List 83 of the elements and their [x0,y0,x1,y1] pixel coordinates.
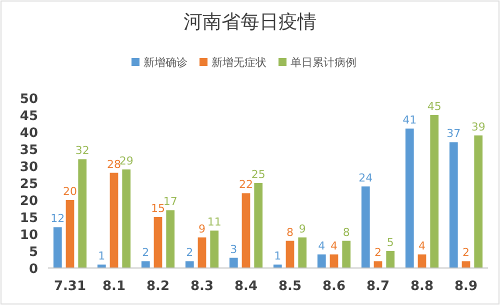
x-tick-label: 8.9 [454,279,478,294]
data-label: 11 [207,216,222,229]
y-tick-label: 10 [20,228,38,243]
bar [154,217,162,268]
y-tick-label: 40 [20,126,38,141]
bar [449,142,458,268]
x-tick-label: 8.2 [146,279,170,294]
x-tick-label: 8.4 [234,279,258,294]
x-tick-label: 8.6 [322,279,346,294]
bar [361,186,370,268]
data-label: 17 [163,195,178,208]
data-label: 28 [107,158,121,171]
data-label: 45 [427,100,442,113]
y-tick-label: 50 [20,92,38,107]
bar [210,230,219,268]
data-label: 2 [462,246,470,260]
data-label: 1 [98,250,106,263]
y-tick-label: 5 [28,245,38,260]
data-label: 24 [358,171,373,184]
data-label: 20 [63,185,77,198]
bar [430,115,439,268]
data-label: 32 [75,144,90,158]
data-label: 1 [274,250,282,263]
data-label: 5 [386,236,394,249]
bar [374,261,382,268]
bar [405,128,414,268]
data-label: 4 [318,239,326,252]
x-tick-label: 8.1 [102,279,126,294]
data-label: 8 [286,226,294,239]
data-label: 2 [186,246,194,260]
bar [122,169,131,268]
data-label: 22 [239,178,253,192]
y-tick-label: 35 [20,143,38,158]
data-label: 37 [446,127,461,140]
data-label: 4 [330,239,338,252]
bar [298,237,307,268]
y-tick-label: 30 [20,160,38,175]
y-tick-label: 0 [28,262,38,277]
bar [242,193,250,268]
bar [141,261,150,268]
legend-label: 单日累计病例 [290,56,356,69]
bar [474,135,483,268]
data-label: 4 [418,239,426,252]
bar [229,258,238,268]
y-tick-label: 45 [20,109,38,124]
bar [462,261,470,268]
data-label: 15 [151,202,165,215]
x-tick-label: 8.8 [410,279,434,294]
bar [330,254,338,268]
data-label: 29 [119,154,134,168]
bar [286,240,294,268]
bar [66,200,74,268]
bar [53,227,62,268]
data-label: 39 [471,120,486,134]
chart-title: 河南省每日疫情 [184,11,316,33]
bar [198,237,206,268]
x-tick-label: 8.3 [190,279,214,294]
bar [166,210,175,268]
data-label: 9 [298,222,306,236]
y-tick-label: 15 [20,211,38,226]
bar [342,240,351,268]
data-label: 12 [50,212,65,226]
bar [78,159,87,268]
x-tick-label: 7.31 [54,279,86,294]
bar [110,172,118,268]
data-label: 9 [198,222,206,236]
data-label: 25 [251,168,266,181]
y-tick-label: 25 [20,177,38,192]
data-label: 8 [342,226,350,239]
data-label: 41 [402,114,417,127]
bar [418,254,426,268]
bar [254,183,263,268]
legend-label: 新增确诊 [144,56,188,69]
data-label: 2 [142,246,150,260]
bar [185,261,194,268]
legend-label: 新增无症状 [212,56,266,69]
x-tick-label: 8.5 [278,279,302,294]
y-tick-label: 20 [20,194,38,209]
bar [386,251,395,268]
bar [317,254,326,268]
x-tick-label: 8.7 [366,279,390,294]
data-label: 3 [230,242,238,256]
data-label: 2 [374,246,382,260]
